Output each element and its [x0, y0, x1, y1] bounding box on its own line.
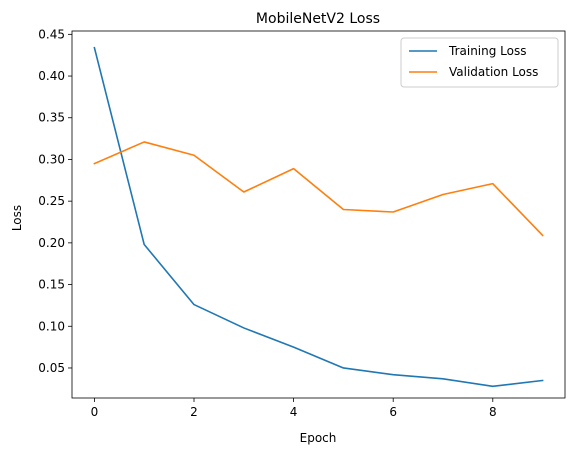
y-tick-label: 0.05	[38, 361, 65, 375]
x-tick-label: 2	[190, 405, 198, 419]
y-tick-label: 0.30	[38, 152, 65, 166]
legend-label: Training Loss	[448, 44, 526, 58]
x-tick-label: 0	[91, 405, 99, 419]
y-tick-label: 0.25	[38, 194, 65, 208]
y-tick-label: 0.40	[38, 69, 65, 83]
chart-title: MobileNetV2 Loss	[256, 11, 380, 27]
y-axis-label: Loss	[10, 205, 24, 231]
plot-area	[71, 30, 566, 399]
x-axis-ticks: 0 2 4 6 8	[91, 398, 497, 419]
legend-label: Validation Loss	[449, 65, 538, 79]
series-line-training-loss	[93, 46, 544, 388]
x-tick-label: 8	[489, 405, 497, 419]
y-tick-label: 0.45	[38, 27, 65, 41]
y-axis-ticks: 0.05 0.10 0.15 0.20 0.25 0.30 0.35 0.40 0.45	[38, 27, 72, 375]
series-line-validation-loss	[93, 141, 544, 237]
y-tick-label: 0.15	[38, 278, 65, 292]
y-tick-label: 0.10	[38, 319, 65, 333]
x-tick-label: 6	[389, 405, 397, 419]
x-axis-label: Epoch	[300, 431, 337, 445]
plot-frame	[71, 30, 566, 399]
series-layer	[93, 46, 544, 388]
legend-box	[400, 37, 559, 88]
x-tick-label: 4	[290, 405, 298, 419]
legend: Training Loss Validation Loss	[400, 37, 559, 88]
y-tick-label: 0.35	[38, 111, 65, 125]
y-tick-label: 0.20	[38, 236, 65, 250]
